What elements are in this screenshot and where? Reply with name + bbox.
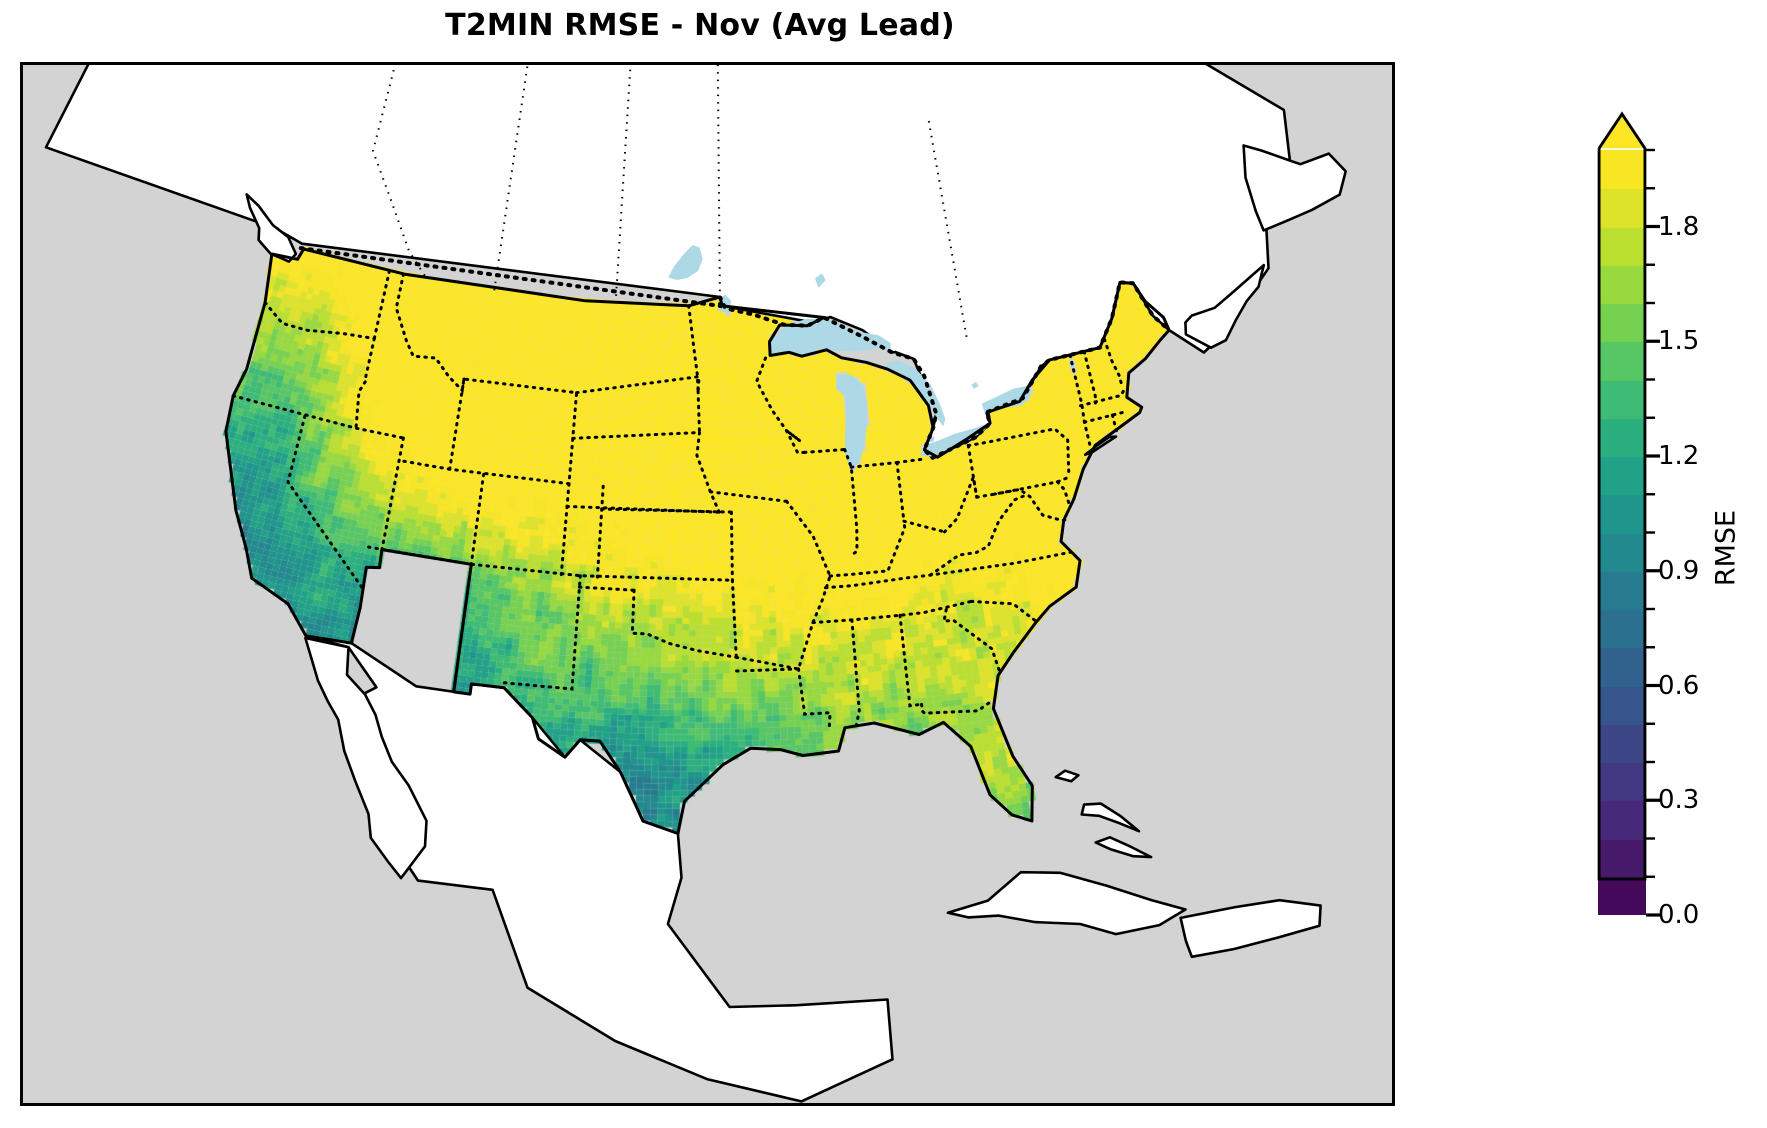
colorbar-tick-label: 0.3 bbox=[1658, 785, 1700, 816]
page-title: T2MIN RMSE - Nov (Avg Lead) bbox=[445, 8, 955, 43]
colorbar-tick-label: 1.2 bbox=[1658, 441, 1700, 471]
map-boundaries-overlay bbox=[44, 65, 1347, 1103]
colorbar-label-text: RMSE bbox=[1710, 509, 1742, 587]
colorbar-tick-label: 0.9 bbox=[1658, 555, 1700, 586]
colorbar[interactable]: 1.8 1.5 1.2 0.9 0.6 0.3 0.0 bbox=[1597, 111, 1699, 930]
colorbar-tick-label: 0.0 bbox=[1658, 900, 1700, 930]
colorbar-tick-label: 0.6 bbox=[1658, 670, 1700, 701]
colorbar-tick-label: 1.8 bbox=[1658, 211, 1700, 242]
colorbar-axis-label: RMSE bbox=[1706, 0, 1746, 1128]
map-axes[interactable] bbox=[20, 62, 1395, 1106]
colorbar-tick-label: 1.5 bbox=[1658, 326, 1700, 357]
colorbar-gradient bbox=[1598, 150, 1646, 915]
